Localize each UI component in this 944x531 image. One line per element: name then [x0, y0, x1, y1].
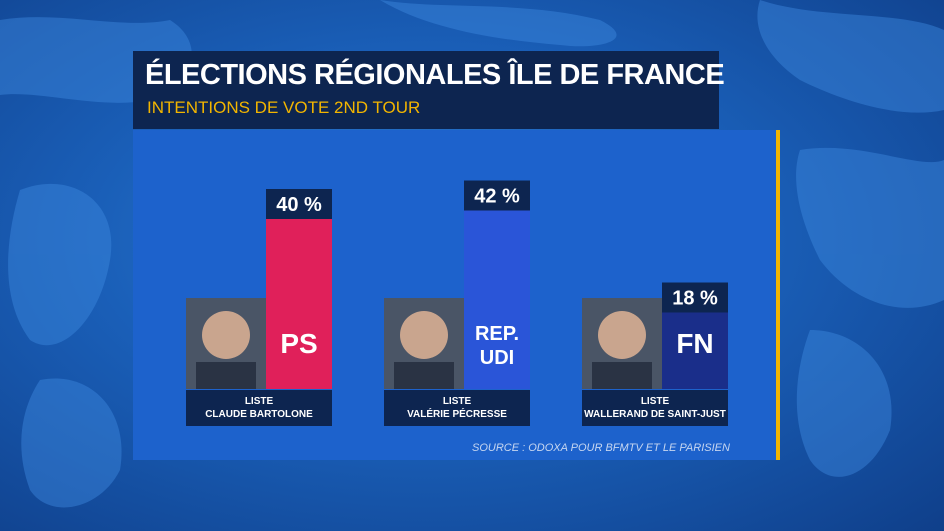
party-label: PS	[280, 328, 317, 359]
candidate-caption: WALLERAND DE SAINT-JUST	[584, 409, 726, 420]
value-label-box	[662, 282, 728, 313]
party-label: REP.	[475, 323, 519, 345]
candidate-caption: VALÉRIE PÉCRESSE	[407, 407, 507, 420]
value-label: 42 %	[474, 186, 520, 208]
value-label-box	[266, 189, 332, 219]
candidate-face	[202, 311, 250, 359]
bar-fn	[662, 312, 728, 389]
bar-rep-udi	[464, 210, 530, 389]
candidate-face	[400, 311, 448, 359]
candidate-face	[598, 311, 646, 359]
candidate-suit	[394, 362, 454, 389]
candidate-caption: LISTE	[443, 396, 472, 407]
party-label: FN	[676, 328, 713, 359]
panel-accent-edge	[776, 130, 780, 460]
caption-box	[186, 390, 332, 426]
candidate-suit	[592, 362, 652, 389]
source-note: SOURCE : ODOXA POUR BFMTV ET LE PARISIEN	[472, 442, 730, 454]
candidate-caption: LISTE	[245, 396, 274, 407]
candidate-suit	[196, 362, 256, 389]
party-label: UDI	[480, 347, 514, 369]
value-label: 40 %	[276, 194, 322, 216]
candidate-caption: CLAUDE BARTOLONE	[205, 409, 313, 420]
chart-subtitle: INTENTIONS DE VOTE 2ND TOUR	[147, 98, 421, 117]
title-banner: ÉLECTIONS RÉGIONALES ÎLE DE FRANCE INTEN…	[133, 51, 725, 129]
chart-title: ÉLECTIONS RÉGIONALES ÎLE DE FRANCE	[145, 59, 725, 91]
value-label-box	[464, 180, 530, 211]
caption-box	[384, 390, 530, 426]
caption-box	[582, 390, 728, 426]
candidate-caption: LISTE	[641, 396, 670, 407]
value-label: 18 %	[672, 288, 718, 310]
bar-ps	[266, 219, 332, 389]
